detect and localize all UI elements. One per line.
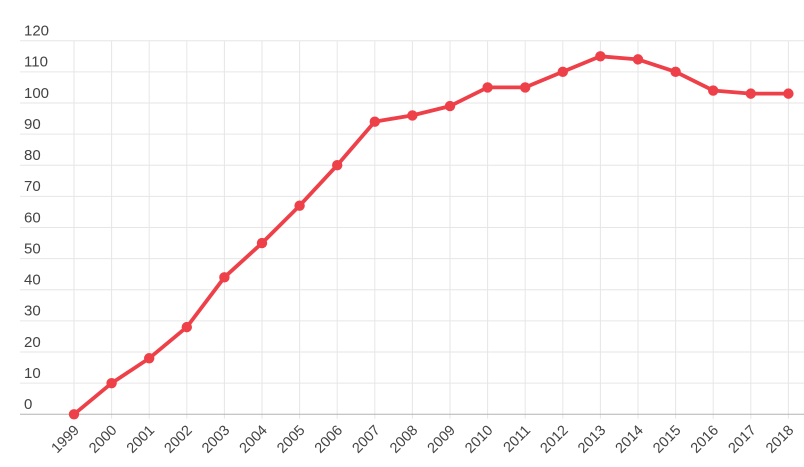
x-axis-tick-label: 2010 [462,423,496,457]
data-point-2010[interactable] [482,82,493,93]
y-axis-tick-label: 30 [24,303,41,320]
x-axis-tick-label: 2007 [349,423,383,457]
data-point-2015[interactable] [670,66,681,78]
x-axis-tick-label: 2003 [199,423,233,457]
data-point-2017[interactable] [745,88,756,99]
y-axis-tick-label: 50 [24,240,41,257]
data-point-2012[interactable] [557,66,568,78]
y-axis-tick-label: 110 [24,54,48,71]
x-axis-tick-label: 2013 [575,423,609,457]
data-point-2005[interactable] [294,200,305,211]
y-axis-tick-label: 40 [24,272,41,289]
y-axis-tick-label: 60 [24,209,41,226]
data-point-2000[interactable] [106,377,117,389]
x-axis-tick-label: 1999 [49,423,83,457]
x-axis-tick-label: 2018 [763,423,797,457]
y-axis-tick-label: 120 [24,23,49,40]
x-axis-tick-label: 2006 [312,423,346,457]
data-point-2011[interactable] [520,82,531,93]
data-point-2007[interactable] [369,116,380,127]
x-axis-tick-label: 2017 [725,423,759,457]
y-axis-labels: 0 10 20 30 40 50 60 70 80 90 100 110 120 [24,23,49,414]
y-axis-tick-label: 10 [24,365,41,382]
x-axis-tick-label: 2015 [650,423,684,457]
x-axis-tick-label: 2002 [161,423,195,457]
y-axis-tick-label: 0 [24,396,32,413]
x-axis-tick-label: 2008 [387,423,421,457]
x-axis-tick-label: 2016 [688,423,722,457]
y-gridlines [20,40,804,415]
x-axis-tick-label: 2005 [274,423,308,457]
x-axis-labels: 1999 2000 2001 2002 2003 2004 2005 2006 2007 2008… [49,423,798,457]
y-axis-tick-label: 80 [24,147,41,164]
y-axis-tick-label: 100 [24,85,49,102]
data-point-2008[interactable] [407,110,418,121]
x-axis-tick-label: 2009 [425,423,459,457]
data-point-2013[interactable] [595,51,606,62]
y-axis-tick-label: 90 [24,116,41,133]
x-axis-tick-label: 2014 [613,423,647,457]
data-point-2004[interactable] [256,237,268,249]
y-axis-tick-label: 20 [24,334,41,351]
x-axis-tick-label: 2012 [537,423,571,457]
x-axis-tick-label: 2000 [86,423,120,457]
data-point-1999[interactable] [68,409,80,420]
data-point-2006[interactable] [332,160,343,171]
y-axis-tick-label: 70 [24,178,41,195]
data-point-2001[interactable] [144,353,155,364]
x-axis-ticks [73,414,789,419]
x-axis-tick-label: 2004 [237,423,271,457]
data-series-line [72,54,791,417]
data-point-2009[interactable] [444,100,456,112]
data-point-2003[interactable] [219,272,230,283]
data-point-2014[interactable] [632,54,644,65]
data-point-2016[interactable] [708,85,719,96]
data-points [68,51,794,420]
x-axis-tick-label: 2001 [124,423,158,457]
x-axis-tick-label: 2011 [501,423,534,456]
data-point-2002[interactable] [181,321,192,333]
data-point-2018[interactable] [783,88,794,99]
